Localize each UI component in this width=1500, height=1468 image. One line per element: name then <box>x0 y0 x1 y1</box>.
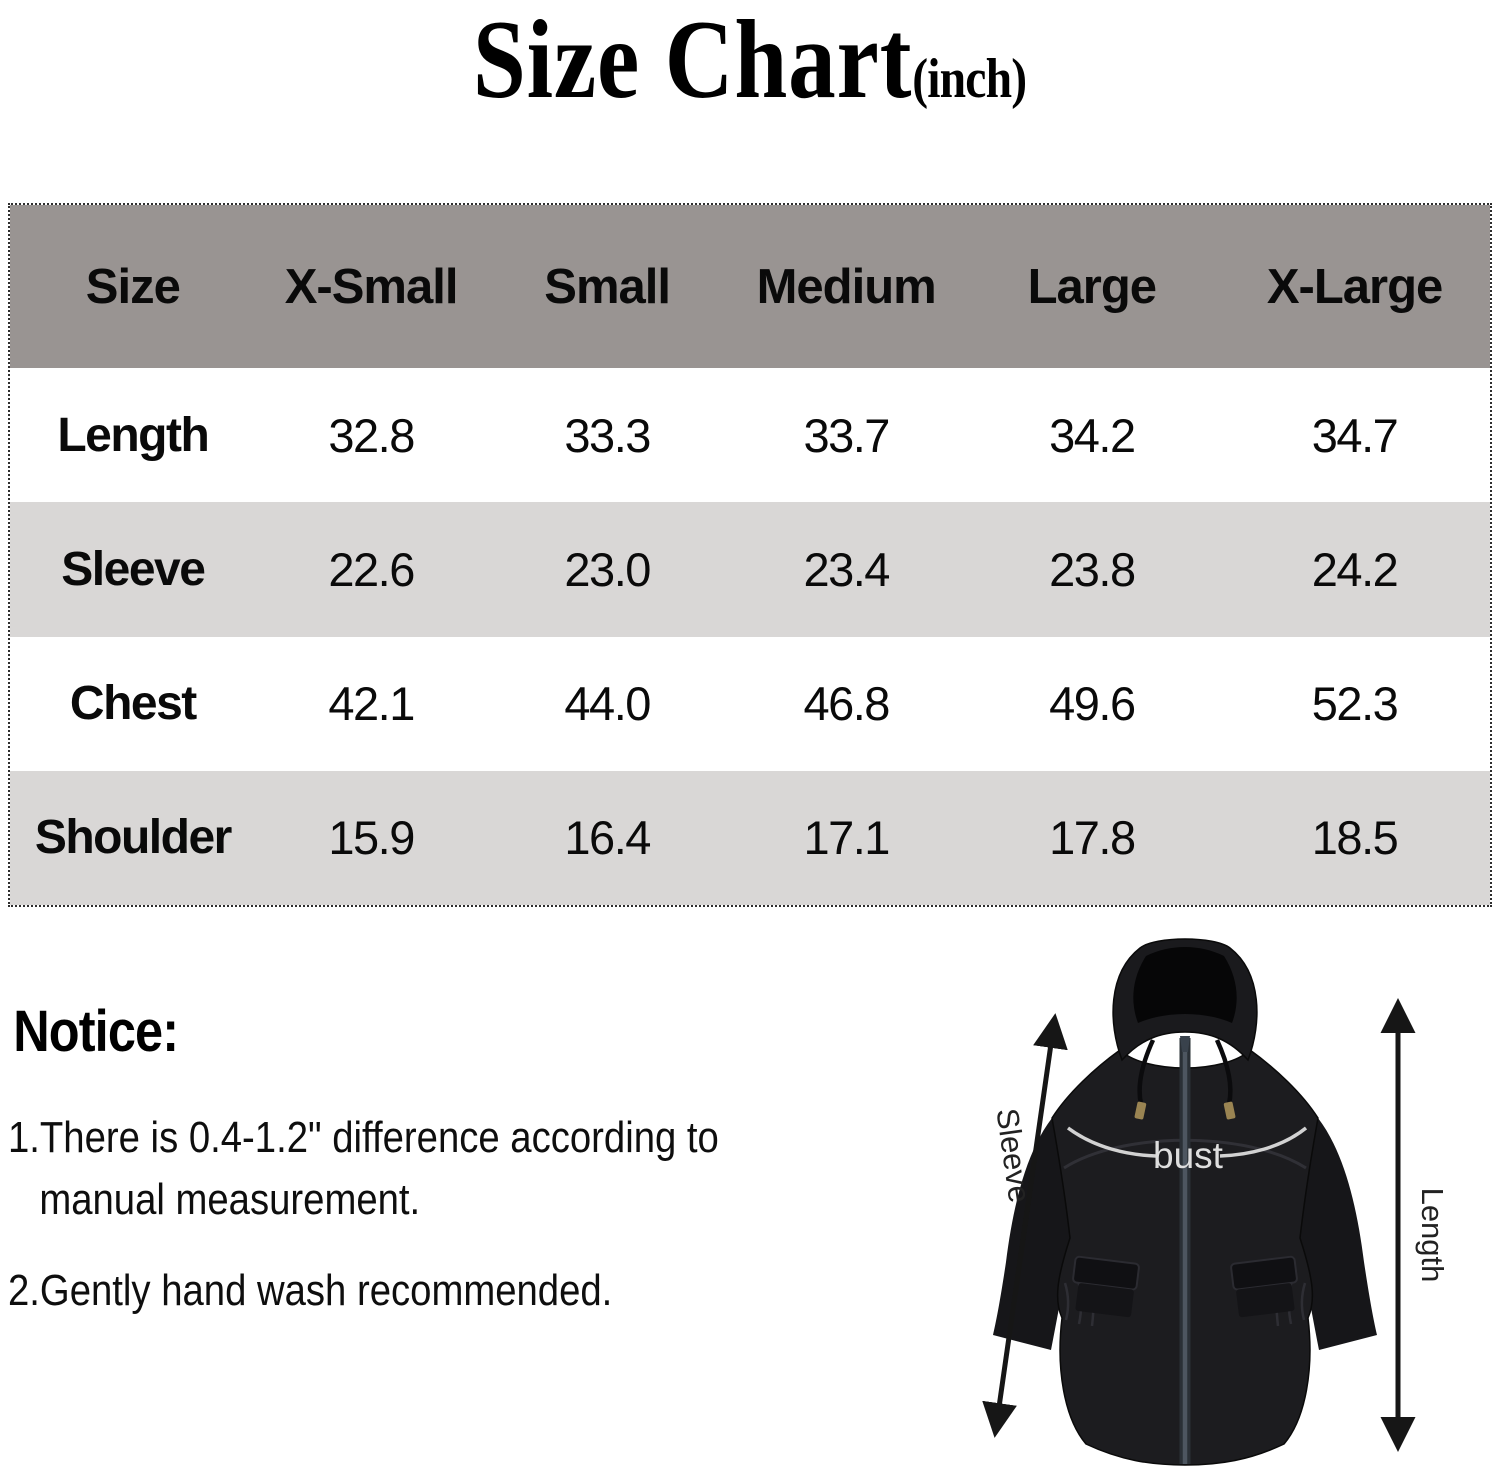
page-title: Size Chart(inch) <box>0 0 1500 122</box>
notice-item-1: 1.There is 0.4-1.2" difference according… <box>8 1113 719 1225</box>
sleeve-arrow <box>982 1013 1068 1438</box>
page-title-text: Size Chart(inch) <box>473 0 1028 122</box>
value-cell: 32.8 <box>328 408 415 462</box>
value-cell: 16.4 <box>564 811 651 865</box>
value-cell: 15.9 <box>328 811 415 865</box>
value-cell: 33.3 <box>564 408 651 462</box>
value-cell: 44.0 <box>564 677 651 731</box>
column-header-medium: Medium <box>756 259 937 314</box>
notice-item-2: 2.Gently hand wash recommended. <box>8 1265 613 1315</box>
hood-opening <box>1133 947 1237 1023</box>
value-cell: 52.3 <box>1311 677 1399 731</box>
table-row-length: Length 32.8 33.3 33.7 34.2 34.7 <box>10 368 1490 503</box>
value-cell: 23.8 <box>1049 542 1136 596</box>
value-cell: 42.1 <box>328 677 415 731</box>
value-cell: 22.6 <box>328 542 415 596</box>
jacket-illustration: bust Sleeve Length <box>850 928 1500 1468</box>
zipper-pull <box>1180 1036 1190 1052</box>
value-cell: 23.4 <box>803 542 890 596</box>
bust-label: bust <box>1153 1135 1224 1176</box>
value-cell: 17.8 <box>1049 811 1136 865</box>
value-cell: 24.2 <box>1311 542 1399 596</box>
bust-arc-right <box>1219 1126 1308 1158</box>
value-cell: 49.6 <box>1049 677 1136 731</box>
pocket-flap-right <box>1230 1255 1298 1318</box>
title-unit: (inch) <box>912 48 1028 110</box>
column-header-small: Small <box>544 259 671 314</box>
table-row-shoulder: Shoulder 15.9 16.4 17.1 17.8 18.5 <box>10 770 1490 905</box>
row-label: Shoulder <box>34 811 233 865</box>
value-cell: 34.7 <box>1311 408 1399 462</box>
title-main: Size Chart <box>473 0 913 122</box>
notice-section: Notice: 1.There is 0.4-1.2" difference a… <box>8 998 878 1322</box>
value-cell: 46.8 <box>803 677 890 731</box>
cord-tip-right <box>1223 1101 1236 1120</box>
value-cell: 17.1 <box>803 811 890 865</box>
pocket-flap-left <box>1072 1255 1140 1318</box>
column-header-large: Large <box>1027 259 1157 314</box>
row-label: Chest <box>69 677 197 731</box>
size-table: Size X-Small Small Medium Large X-Large … <box>8 203 1492 907</box>
sleeve-label: Sleeve <box>989 1106 1037 1205</box>
table-row-sleeve: Sleeve 22.6 23.0 23.4 23.8 24.2 <box>10 502 1490 637</box>
table-row-chest: Chest 42.1 44.0 46.8 49.6 52.3 <box>10 636 1490 771</box>
cord-tip-left <box>1134 1101 1147 1120</box>
row-label: Sleeve <box>61 542 206 596</box>
table-header-row: Size X-Small Small Medium Large X-Large <box>10 205 1490 368</box>
value-cell: 34.2 <box>1049 408 1136 462</box>
column-header-xlarge: X-Large <box>1266 259 1443 314</box>
value-cell: 23.0 <box>564 542 651 596</box>
column-header-xsmall: X-Small <box>284 259 459 314</box>
value-cell: 33.7 <box>803 408 890 462</box>
drawcord-right <box>1214 1039 1233 1105</box>
bust-arc-left <box>1066 1126 1157 1158</box>
right-sleeve <box>1296 1118 1377 1350</box>
notice-heading: Notice: <box>13 999 179 1064</box>
value-cell: 18.5 <box>1311 811 1399 865</box>
column-header-size: Size <box>85 259 181 314</box>
drawcord-left <box>1137 1039 1156 1105</box>
length-label: Length <box>1415 1188 1450 1283</box>
row-label: Length <box>57 408 209 462</box>
jacket-svg: bust Sleeve Length <box>982 938 1450 1466</box>
